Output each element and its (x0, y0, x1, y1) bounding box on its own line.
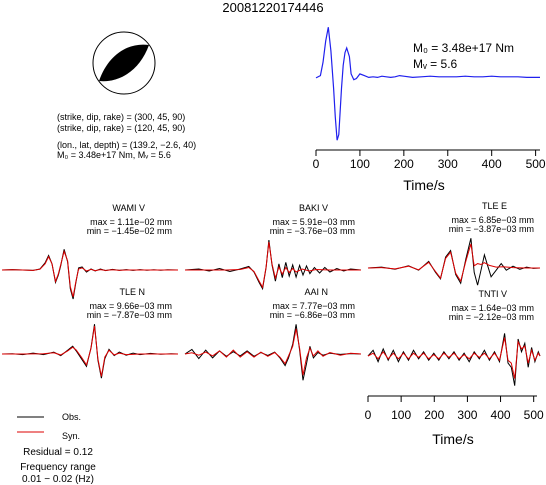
wave-tick-label: 300 (457, 408, 477, 422)
beachball-icon (92, 31, 156, 95)
event-title: 20081220174446 (222, 0, 323, 15)
wave-tick-label: 100 (391, 408, 411, 422)
station-amplitude-label: max = 7.77e−03 mm (272, 301, 355, 311)
synthetic-trace (2, 325, 178, 377)
wave-tick-label: 400 (491, 408, 511, 422)
legend-syn-label: Syn. (62, 431, 80, 441)
station-amplitude-label: max = 6.85e−03 mm (451, 215, 534, 225)
wave-tick-label: 200 (424, 408, 444, 422)
wave-tick-group: 0 100 200 300 400 500 (365, 396, 544, 422)
residual-label: Residual = 0.12 (23, 447, 93, 458)
plane1-label: (strike, dip, rake) = (300, 45, 90) (57, 112, 185, 122)
stf-panel: M₀ = 3.48e+17 Nm Mᵥ = 5.6 0 100 200 300 400 5… (313, 27, 546, 193)
station-title: BAKI V (299, 203, 328, 213)
observed-trace (1, 249, 179, 300)
station-amplitude-label: min = −1.45e−02 mm (87, 226, 172, 236)
station-title: WAMI V (112, 203, 145, 213)
stf-tick-label: 100 (350, 157, 370, 171)
frequency-title: Frequency range (20, 462, 96, 473)
stf-mw-text: Mᵥ = 5.6 (413, 57, 458, 71)
wave-tick-label: 500 (524, 408, 544, 422)
station-amplitude-label: min = −3.76e−03 mm (270, 226, 355, 236)
stf-tick-label: 300 (438, 157, 458, 171)
synthetic-trace (184, 328, 362, 376)
legend: Obs. Syn. (17, 412, 81, 441)
observed-trace (367, 238, 541, 286)
location-label: (lon., lat, depth) = (139.2, −2.6, 40) (57, 140, 196, 150)
moment-label: M₀ = 3.48e+17 Nm, Mᵥ = 5.6 (57, 150, 171, 160)
station-title: TNTI V (479, 289, 508, 299)
synthetic-trace (367, 243, 540, 283)
stf-tick-label: 500 (526, 157, 546, 171)
observed-trace (184, 324, 362, 381)
station-amplitude-label: max = 9.66e−03 mm (89, 301, 172, 311)
stf-tick-group: 0 100 200 300 400 500 (313, 150, 546, 171)
station-amplitude-label: max = 1.11e−02 mm (90, 217, 172, 227)
stf-line (315, 27, 540, 141)
frequency-range: 0.01 − 0.02 (Hz) (22, 474, 94, 485)
station-title: TLE E (482, 201, 507, 211)
station-amplitude-label: min = −7.87e−03 mm (87, 310, 172, 320)
synthetic-trace (367, 337, 541, 379)
stf-tick-label: 200 (394, 157, 414, 171)
stf-xlabel: Time/s (403, 177, 444, 193)
synthetic-trace (185, 242, 361, 289)
synthetic-trace (1, 249, 178, 298)
wave-xlabel: Time/s (432, 431, 473, 447)
stf-tick-label: 400 (482, 157, 502, 171)
stf-m0-text: M₀ = 3.48e+17 Nm (413, 41, 514, 55)
wave-tick-label: 0 (365, 408, 372, 422)
station-title: AAI N (304, 287, 328, 297)
station-title: TLE N (119, 287, 145, 297)
stf-curve-group (315, 27, 540, 141)
legend-obs-label: Obs. (62, 412, 81, 422)
stf-tick-label: 0 (313, 157, 320, 171)
station-amplitude-label: max = 5.91e−03 mm (272, 217, 355, 227)
plane2-label: (strike, dip, rake) = (120, 45, 90) (57, 123, 185, 133)
observed-trace (184, 240, 362, 291)
station-amplitude-label: min = −2.12e−03 mm (449, 312, 534, 322)
waveform-time-axis: 0 100 200 300 400 500 Time/s (365, 395, 544, 447)
station-amplitude-label: min = −3.87e−03 mm (449, 224, 534, 234)
station-amplitude-label: max = 1.64e−03 mm (451, 303, 534, 313)
station-amplitude-label: min = −6.86e−03 mm (270, 310, 355, 320)
